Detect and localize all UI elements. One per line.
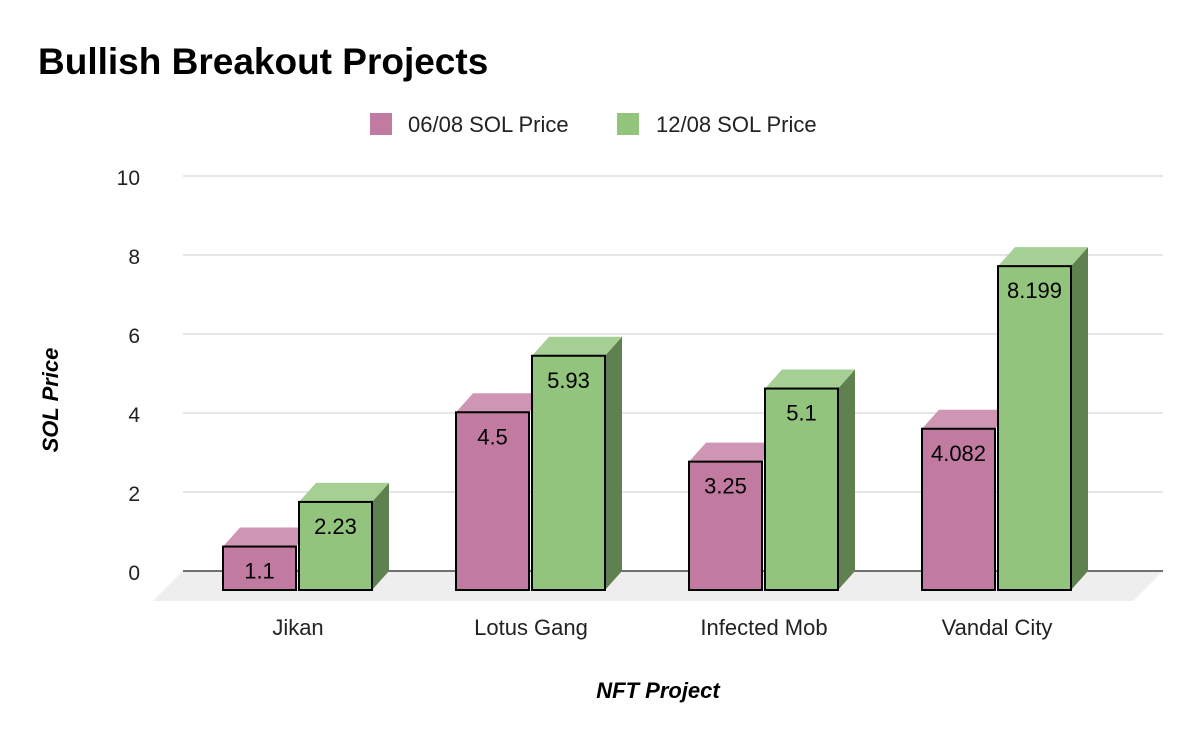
legend-swatch-06-08 xyxy=(370,113,392,135)
bar-lotus-gang-12-08-sol-price: 5.93 xyxy=(531,336,622,592)
legend-label-06-08: 06/08 SOL Price xyxy=(408,112,569,137)
data-label-lotus-gang-12-08-sol-price: 5.93 xyxy=(547,368,590,393)
bar-top-infected-mob-06-08-sol-price xyxy=(689,442,779,462)
bar-jikan-06-08-sol-price: 1.1 xyxy=(222,527,313,591)
chart-title: Bullish Breakout Projects xyxy=(38,41,488,82)
bar-top-lotus-gang-12-08-sol-price xyxy=(532,336,622,356)
bar-top-jikan-12-08-sol-price xyxy=(299,482,389,502)
bar-jikan-12-08-sol-price: 2.23 xyxy=(298,482,389,592)
legend: 06/08 SOL Price 12/08 SOL Price xyxy=(370,112,817,137)
y-tick-label-6: 6 xyxy=(128,325,140,348)
bar-top-lotus-gang-06-08-sol-price xyxy=(456,393,546,413)
bar-side-vandal-city-12-08-sol-price xyxy=(1071,247,1088,590)
y-tick-label-10: 10 xyxy=(117,167,140,190)
x-axis-title: NFT Project xyxy=(596,678,721,703)
y-tick-label-2: 2 xyxy=(128,483,140,506)
bar-infected-mob-12-08-sol-price: 5.1 xyxy=(764,369,855,591)
chart-floor xyxy=(153,571,1163,601)
data-label-infected-mob-12-08-sol-price: 5.1 xyxy=(786,401,817,426)
bar-front-vandal-city-12-08-sol-price xyxy=(997,265,1072,591)
bar-side-lotus-gang-12-08-sol-price xyxy=(605,336,622,590)
bar-top-infected-mob-12-08-sol-price xyxy=(765,369,855,389)
bars: 1.1 2.23 4.5 5.93 3.25 5.1 4.082 8.199 xyxy=(222,247,1088,592)
bar-front-lotus-gang-06-08-sol-price xyxy=(455,411,530,591)
bar-front-jikan-06-08-sol-price xyxy=(222,545,297,591)
bar-front-jikan-12-08-sol-price xyxy=(298,500,373,592)
x-category-vandal-city: Vandal City xyxy=(942,615,1053,640)
bar-infected-mob-06-08-sol-price: 3.25 xyxy=(688,442,779,591)
legend-swatch-12-08 xyxy=(617,113,639,135)
data-label-jikan-12-08-sol-price: 2.23 xyxy=(314,514,357,539)
bar-front-vandal-city-06-08-sol-price xyxy=(921,427,996,591)
y-tick-label-4: 4 xyxy=(128,404,140,427)
y-tick-label-0: 0 xyxy=(128,562,140,585)
data-label-lotus-gang-06-08-sol-price: 4.5 xyxy=(477,424,508,449)
bar-top-vandal-city-06-08-sol-price xyxy=(922,409,1012,429)
bar-side-infected-mob-12-08-sol-price xyxy=(838,369,855,590)
y-axis-ticks: 0 2 4 6 8 10 xyxy=(117,167,141,585)
bar-top-jikan-06-08-sol-price xyxy=(223,527,313,547)
x-axis-categories: Jikan Lotus Gang Infected Mob Vandal City xyxy=(272,615,1052,640)
data-label-infected-mob-06-08-sol-price: 3.25 xyxy=(704,474,747,499)
y-axis-title: SOL Price xyxy=(38,348,63,453)
bar-vandal-city-06-08-sol-price: 4.082 xyxy=(921,409,1012,591)
bar-top-vandal-city-12-08-sol-price xyxy=(998,247,1088,267)
legend-label-12-08: 12/08 SOL Price xyxy=(656,112,817,137)
data-label-jikan-06-08-sol-price: 1.1 xyxy=(244,559,275,584)
bar-front-lotus-gang-12-08-sol-price xyxy=(531,354,606,592)
bar-front-infected-mob-06-08-sol-price xyxy=(688,460,763,591)
y-tick-label-8: 8 xyxy=(128,246,140,269)
x-category-lotus-gang: Lotus Gang xyxy=(474,615,588,640)
bar-front-infected-mob-12-08-sol-price xyxy=(764,387,839,591)
data-label-vandal-city-06-08-sol-price: 4.082 xyxy=(931,441,986,466)
x-category-infected-mob: Infected Mob xyxy=(700,615,827,640)
x-category-jikan: Jikan xyxy=(272,615,323,640)
data-label-vandal-city-12-08-sol-price: 8.199 xyxy=(1007,278,1062,303)
bar-vandal-city-12-08-sol-price: 8.199 xyxy=(997,247,1088,591)
bar-lotus-gang-06-08-sol-price: 4.5 xyxy=(455,393,546,591)
bar-side-jikan-12-08-sol-price xyxy=(372,482,389,590)
